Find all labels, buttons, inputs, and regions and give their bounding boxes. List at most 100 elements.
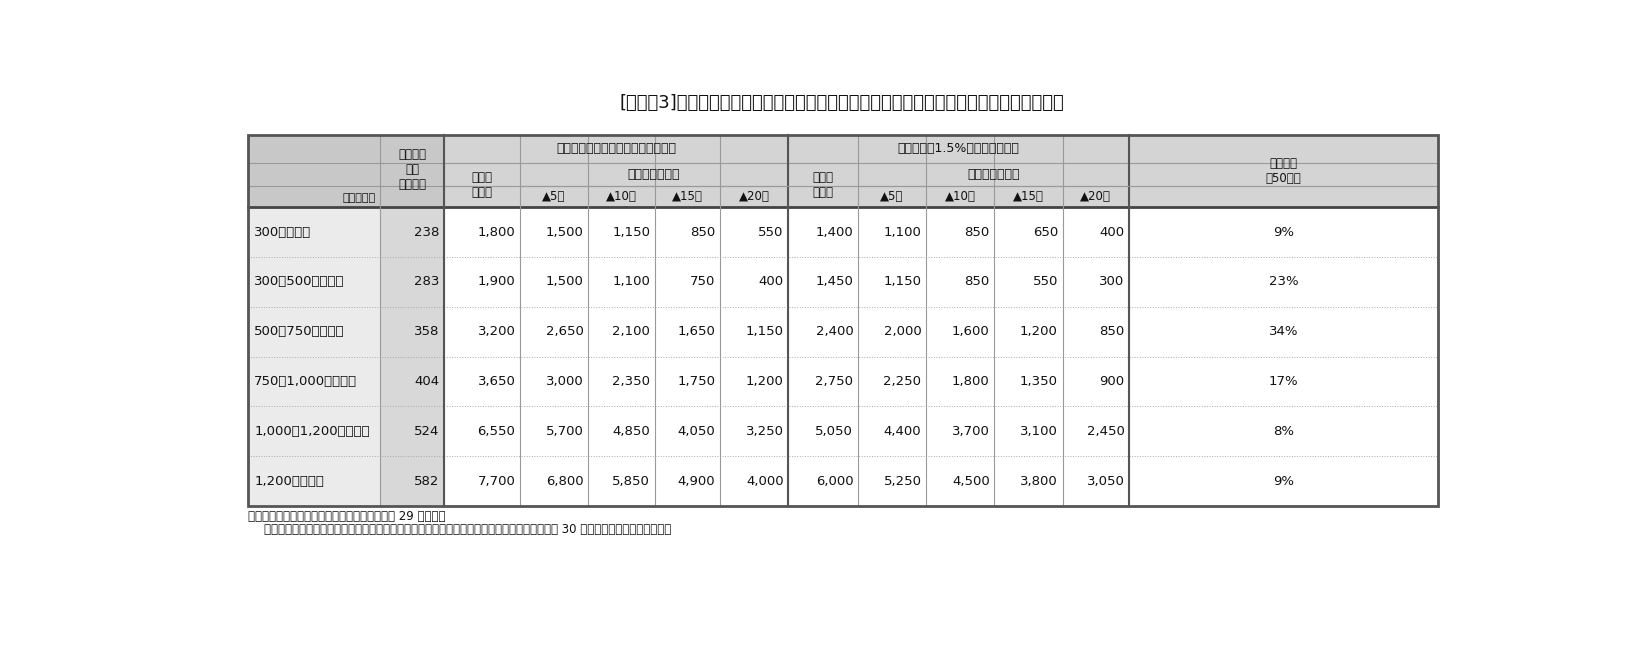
Bar <box>380 257 444 307</box>
Text: 404: 404 <box>414 375 439 388</box>
Text: 400: 400 <box>759 275 784 289</box>
Text: 1,750: 1,750 <box>677 375 715 388</box>
Text: 3,650: 3,650 <box>478 375 516 388</box>
Text: 582: 582 <box>414 475 439 488</box>
Text: 3,800: 3,800 <box>1020 475 1058 488</box>
Bar <box>248 135 1438 506</box>
Text: ▲10％: ▲10％ <box>945 190 976 203</box>
Text: 400: 400 <box>1099 226 1124 239</box>
Text: ▲5％: ▲5％ <box>881 190 904 203</box>
Text: 3,000: 3,000 <box>545 375 583 388</box>
Text: 300～500万円未満: 300～500万円未満 <box>255 275 345 289</box>
Bar <box>380 207 444 257</box>
Text: 850: 850 <box>964 275 989 289</box>
Text: 1,100: 1,100 <box>613 275 651 289</box>
Text: 5,700: 5,700 <box>545 425 583 438</box>
Text: 9%: 9% <box>1273 475 1295 488</box>
Text: 老後の生活のために用意すべき金額: 老後の生活のために用意すべき金額 <box>555 142 677 156</box>
Text: 524: 524 <box>414 425 439 438</box>
Text: 現在と
同水準: 現在と 同水準 <box>472 171 493 199</box>
Text: 34%: 34% <box>1268 325 1298 338</box>
Text: 2,650: 2,650 <box>545 325 583 338</box>
Text: 4,400: 4,400 <box>884 425 922 438</box>
Text: 2,250: 2,250 <box>884 375 922 388</box>
Text: 3,700: 3,700 <box>951 425 989 438</box>
Text: 1,400: 1,400 <box>815 226 853 239</box>
Text: ▲15％: ▲15％ <box>1014 190 1043 203</box>
Text: 3,100: 3,100 <box>1020 425 1058 438</box>
Text: 世帯割合
（50代）: 世帯割合 （50代） <box>1265 157 1301 185</box>
Text: 4,500: 4,500 <box>951 475 989 488</box>
Bar <box>248 357 1438 406</box>
Text: 750～1,000万円未満: 750～1,000万円未満 <box>255 375 357 388</box>
Text: 1,150: 1,150 <box>613 226 651 239</box>
Text: 8%: 8% <box>1273 425 1295 438</box>
Text: 550: 550 <box>757 226 784 239</box>
Text: 生活水準が低下: 生活水準が低下 <box>628 167 680 181</box>
Text: 2,100: 2,100 <box>613 325 651 338</box>
Text: 550: 550 <box>1032 275 1058 289</box>
Text: [図表－3]　退職後消費支出（年額）と老後の生活のために用意すべき金額（年収階級別）: [図表－3] 退職後消費支出（年額）と老後の生活のために用意すべき金額（年収階級… <box>619 93 1065 111</box>
Text: 4,850: 4,850 <box>613 425 651 438</box>
Text: 850: 850 <box>964 226 989 239</box>
Text: 3,250: 3,250 <box>746 425 784 438</box>
Bar <box>248 257 1438 307</box>
Text: 1,200万円以上: 1,200万円以上 <box>255 475 324 488</box>
Text: 1,500: 1,500 <box>545 226 583 239</box>
Text: 17%: 17% <box>1268 375 1298 388</box>
Text: 3,050: 3,050 <box>1086 475 1124 488</box>
Bar <box>248 406 380 456</box>
Text: 500～750万円未満: 500～750万円未満 <box>255 325 345 338</box>
Bar <box>248 357 380 406</box>
Text: 1,500: 1,500 <box>545 275 583 289</box>
Bar <box>248 207 380 257</box>
Text: 単位：万円: 単位：万円 <box>343 193 376 203</box>
Text: 生活水準が低下: 生活水準が低下 <box>968 167 1020 181</box>
Text: 6,800: 6,800 <box>545 475 583 488</box>
Text: 3,200: 3,200 <box>478 325 516 338</box>
Text: 358: 358 <box>414 325 439 338</box>
Text: 2,450: 2,450 <box>1086 425 1124 438</box>
Text: 6,550: 6,550 <box>478 425 516 438</box>
Text: 1,150: 1,150 <box>884 275 922 289</box>
Text: 6,000: 6,000 <box>815 475 853 488</box>
Bar <box>380 406 444 456</box>
Text: 1,350: 1,350 <box>1020 375 1058 388</box>
Text: 1,000～1,200万円未満: 1,000～1,200万円未満 <box>255 425 370 438</box>
Bar <box>380 357 444 406</box>
Text: 1,900: 1,900 <box>478 275 516 289</box>
Text: 4,000: 4,000 <box>746 475 784 488</box>
Text: 1,200: 1,200 <box>746 375 784 388</box>
Bar <box>248 456 1438 506</box>
Text: 4,900: 4,900 <box>677 475 715 488</box>
Text: ▲10％: ▲10％ <box>606 190 637 203</box>
Text: 283: 283 <box>414 275 439 289</box>
Bar <box>380 135 444 207</box>
Text: 5,850: 5,850 <box>613 475 651 488</box>
Text: 300万円未満: 300万円未満 <box>255 226 312 239</box>
Bar <box>248 207 1438 257</box>
Text: ▲20％: ▲20％ <box>739 190 769 203</box>
Text: ▲20％: ▲20％ <box>1081 190 1111 203</box>
Text: 7,700: 7,700 <box>478 475 516 488</box>
Text: 基準消費
支出
（年額）: 基準消費 支出 （年額） <box>398 148 426 191</box>
Text: 現在と
同水準: 現在と 同水準 <box>813 171 833 199</box>
Text: 2,750: 2,750 <box>815 375 853 388</box>
Text: 238: 238 <box>414 226 439 239</box>
Text: 850: 850 <box>690 226 715 239</box>
Bar <box>248 135 1438 506</box>
Text: 1,150: 1,150 <box>746 325 784 338</box>
Text: 23%: 23% <box>1268 275 1298 289</box>
Text: 2,400: 2,400 <box>815 325 853 338</box>
Text: 2,350: 2,350 <box>613 375 651 388</box>
Bar <box>248 135 1438 207</box>
Text: 2,000: 2,000 <box>884 325 922 338</box>
Text: 1,450: 1,450 <box>815 275 853 289</box>
Text: 5,250: 5,250 <box>884 475 922 488</box>
Bar <box>248 257 380 307</box>
Text: ▲5％: ▲5％ <box>542 190 565 203</box>
Text: 300: 300 <box>1099 275 1124 289</box>
Text: 900: 900 <box>1099 375 1124 388</box>
Bar <box>248 307 1438 357</box>
Text: 1,800: 1,800 <box>478 226 516 239</box>
